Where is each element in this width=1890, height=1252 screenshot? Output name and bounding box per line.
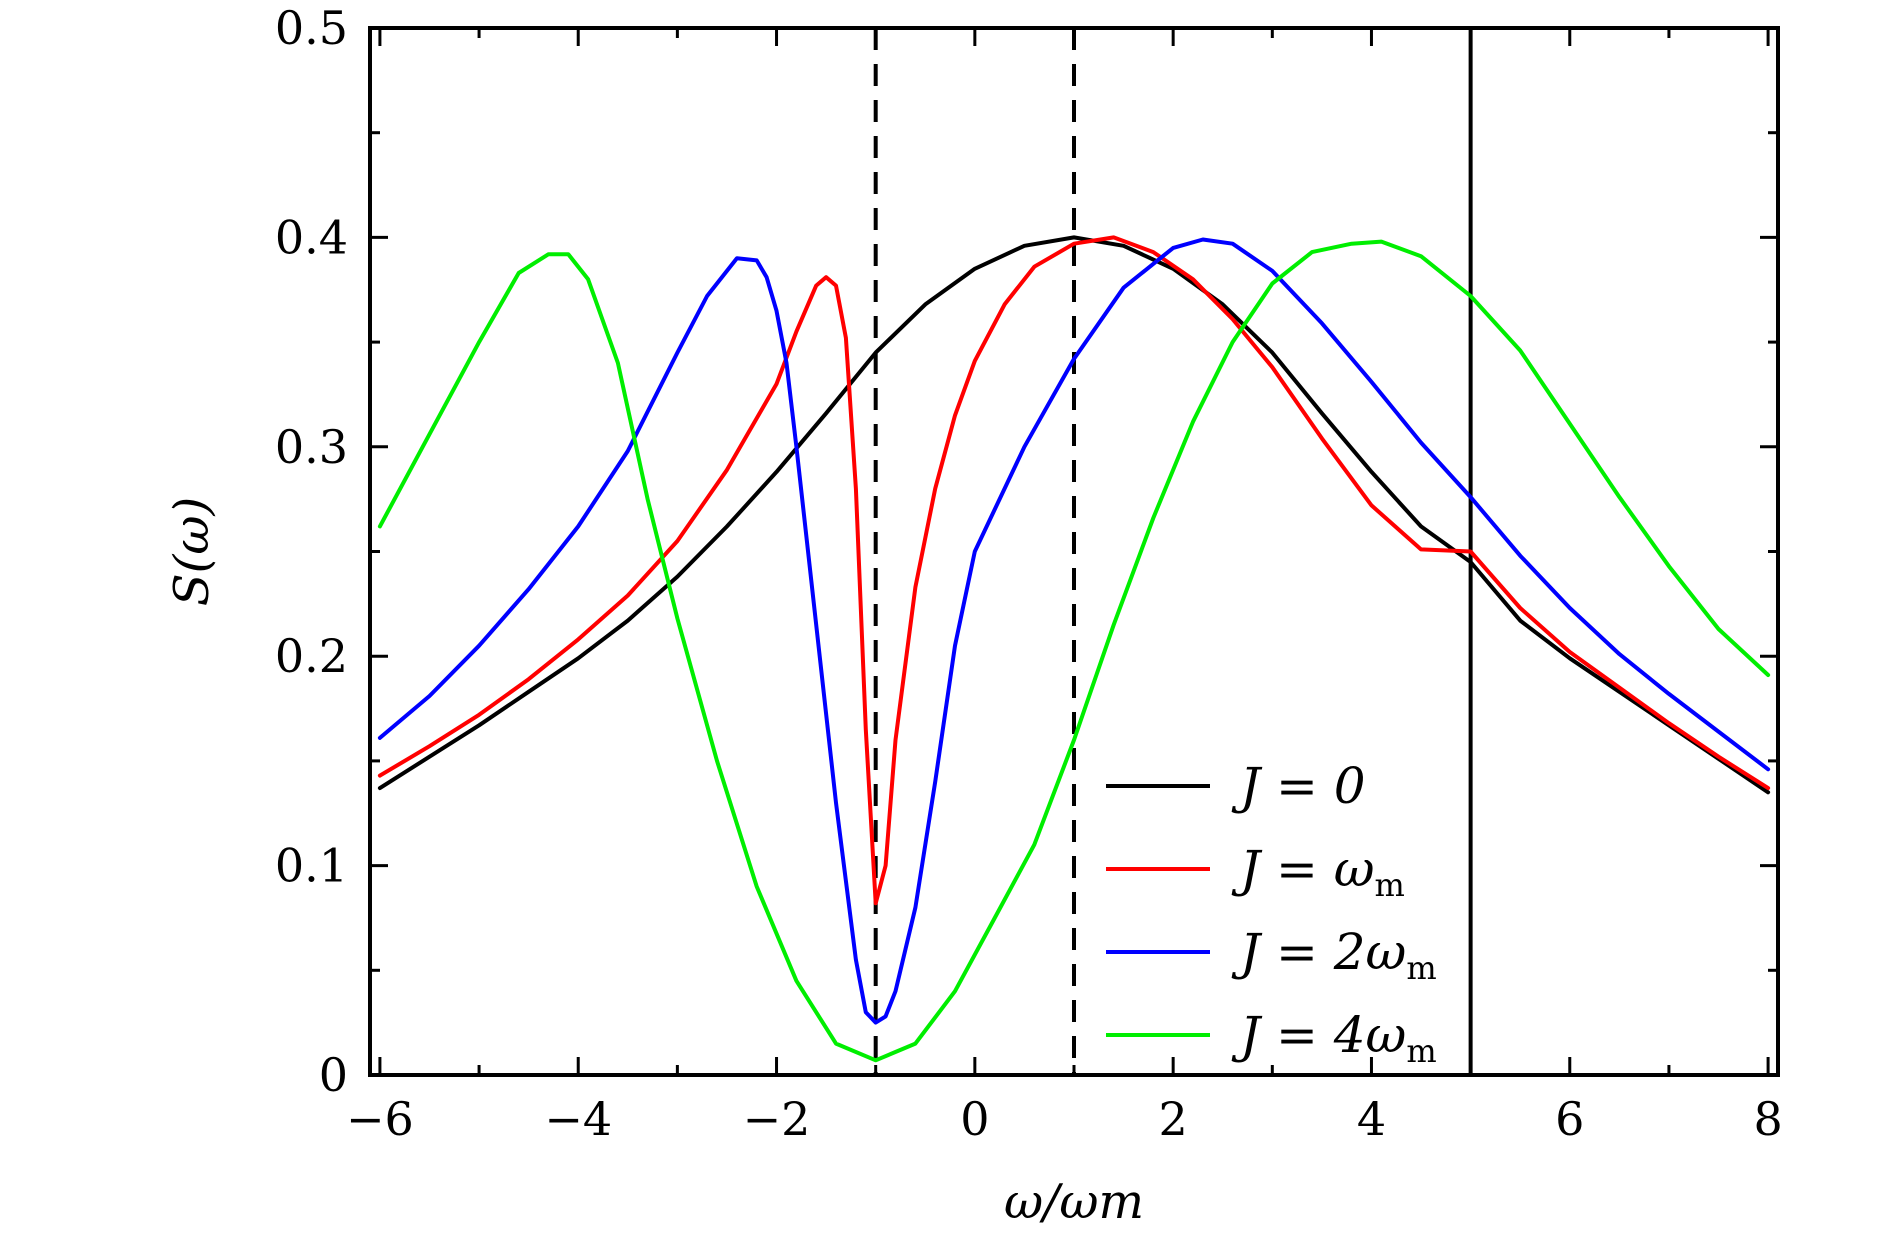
reference-lines — [873, 28, 1473, 1075]
x-tick-label: −4 — [544, 1092, 612, 1146]
series-line-0 — [377, 235, 1771, 795]
series-line-2 — [377, 237, 1771, 1025]
legend-label-0: J = 0 — [1231, 757, 1366, 815]
x-tick-label: −6 — [346, 1092, 414, 1146]
y-tick-label: 0 — [319, 1048, 348, 1102]
series-line-1 — [377, 235, 1771, 906]
x-tick-label: 8 — [1753, 1092, 1782, 1146]
y-tick-label: 0.1 — [275, 839, 348, 893]
x-tick-label: 0 — [960, 1092, 989, 1146]
legend-label-subscript: m — [1406, 1032, 1436, 1070]
legend-label-3: J = 4ωm — [1231, 1006, 1437, 1070]
y-tick-label: 0.5 — [275, 1, 348, 55]
series-layer — [377, 235, 1771, 1063]
legend-label-2: J = 2ωm — [1231, 923, 1437, 987]
legend-label-subscript: m — [1406, 949, 1436, 987]
y-tick-label: 0.2 — [275, 629, 348, 683]
legend-label-subscript: m — [1375, 866, 1405, 904]
y-tick-label: 0.4 — [275, 210, 348, 264]
legend-label-1: J = ωm — [1231, 840, 1405, 904]
x-tick-label: −2 — [743, 1092, 811, 1146]
x-tick-label: 6 — [1555, 1092, 1584, 1146]
x-tick-label: 2 — [1159, 1092, 1188, 1146]
x-axis-label: ω/ωm — [1004, 1174, 1144, 1230]
legend: J = 0 J = ωm J = 2ωm J = 4ωm — [1106, 757, 1437, 1070]
y-tick-label: 0.3 — [275, 420, 348, 474]
axis-ticks — [370, 26, 1778, 1077]
y-axis-label: S(ω) — [164, 497, 220, 606]
tick-labels: −6 −4 −2 0 2 4 6 8 0 0.1 0.2 0.3 0.4 0.5 — [275, 1, 1783, 1146]
series-line-3 — [377, 239, 1771, 1063]
x-tick-label: 4 — [1357, 1092, 1386, 1146]
